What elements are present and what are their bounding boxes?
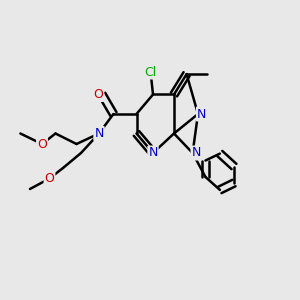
Text: O: O (45, 172, 54, 185)
Text: O: O (37, 137, 47, 151)
Text: N: N (148, 146, 158, 160)
Text: O: O (94, 88, 103, 101)
Text: Cl: Cl (145, 65, 157, 79)
Text: N: N (191, 146, 201, 160)
Text: N: N (197, 107, 206, 121)
Text: N: N (94, 127, 104, 140)
